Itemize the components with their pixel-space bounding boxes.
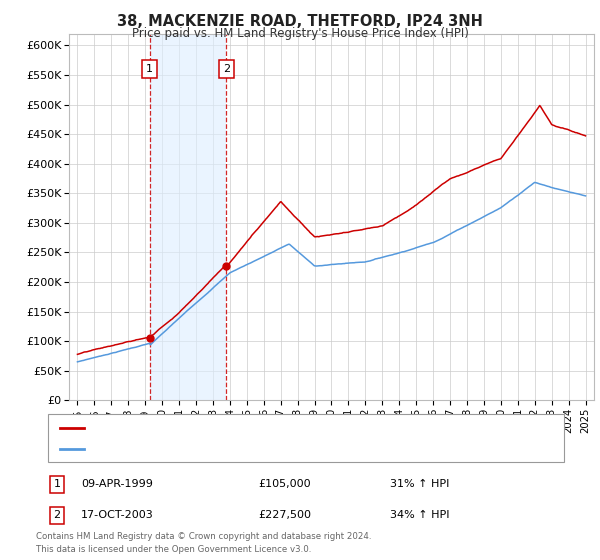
Text: £227,500: £227,500	[258, 510, 311, 520]
Text: 31% ↑ HPI: 31% ↑ HPI	[390, 479, 449, 489]
Text: 38, MACKENZIE ROAD, THETFORD, IP24 3NH: 38, MACKENZIE ROAD, THETFORD, IP24 3NH	[117, 14, 483, 29]
Text: Contains HM Land Registry data © Crown copyright and database right 2024.: Contains HM Land Registry data © Crown c…	[36, 532, 371, 541]
Text: This data is licensed under the Open Government Licence v3.0.: This data is licensed under the Open Gov…	[36, 545, 311, 554]
Text: 2: 2	[53, 510, 61, 520]
Text: 2: 2	[223, 64, 230, 74]
Bar	[150, 34, 226, 400]
Text: 09-APR-1999: 09-APR-1999	[81, 479, 153, 489]
Text: 34% ↑ HPI: 34% ↑ HPI	[390, 510, 449, 520]
Text: 17-OCT-2003: 17-OCT-2003	[81, 510, 154, 520]
Text: 1: 1	[146, 64, 153, 74]
Text: 38, MACKENZIE ROAD, THETFORD, IP24 3NH (detached house): 38, MACKENZIE ROAD, THETFORD, IP24 3NH (…	[90, 423, 416, 433]
Text: 1: 1	[53, 479, 61, 489]
Text: Price paid vs. HM Land Registry's House Price Index (HPI): Price paid vs. HM Land Registry's House …	[131, 27, 469, 40]
Text: £105,000: £105,000	[258, 479, 311, 489]
Text: HPI: Average price, detached house, Breckland: HPI: Average price, detached house, Brec…	[90, 444, 335, 454]
